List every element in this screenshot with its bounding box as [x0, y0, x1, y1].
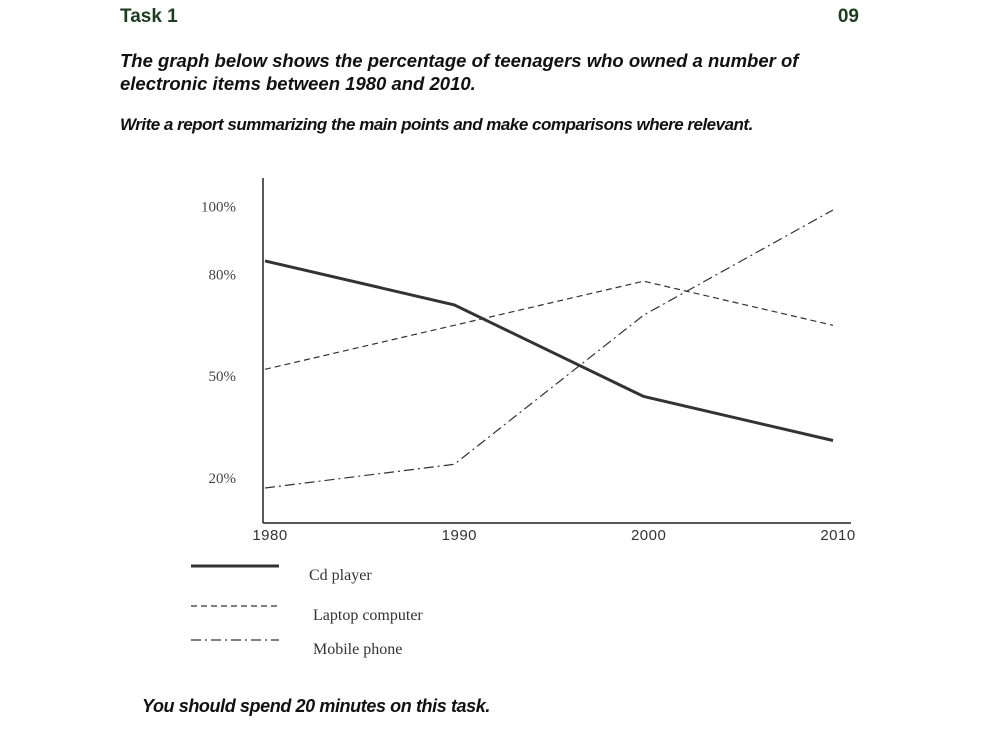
legend-label: Cd player: [309, 567, 372, 584]
series-line: [264, 209, 834, 489]
task-title: Task 1: [120, 6, 178, 27]
task-instruction: Write a report summarizing the main poin…: [120, 115, 753, 134]
x-tick-label: 2010: [820, 527, 855, 544]
y-tick-label: 50%: [209, 369, 237, 385]
series-line: [264, 259, 834, 442]
task-description: The graph below shows the percentage of …: [120, 50, 799, 94]
legend-label: Mobile phone: [313, 641, 402, 658]
chart-ticks: 20% 50% 80% 100% 1980 1990 2000 2010: [201, 200, 855, 544]
chart-lines: [264, 209, 834, 489]
y-tick-label: 80%: [209, 267, 237, 283]
x-tick-label: 1980: [252, 527, 287, 544]
series-line: [264, 280, 834, 370]
chart-legend: Cd player Laptop computer Mobile phone: [191, 564, 423, 658]
x-tick-label: 1990: [442, 527, 477, 544]
y-tick-label: 20%: [209, 471, 237, 487]
chart-axes: [262, 178, 851, 524]
legend-label: Laptop computer: [313, 607, 423, 624]
x-tick-label: 2000: [631, 527, 666, 544]
y-tick-label: 100%: [201, 200, 236, 216]
task-number: 09: [837, 6, 859, 27]
time-note: You should spend 20 minutes on this task…: [142, 696, 490, 716]
